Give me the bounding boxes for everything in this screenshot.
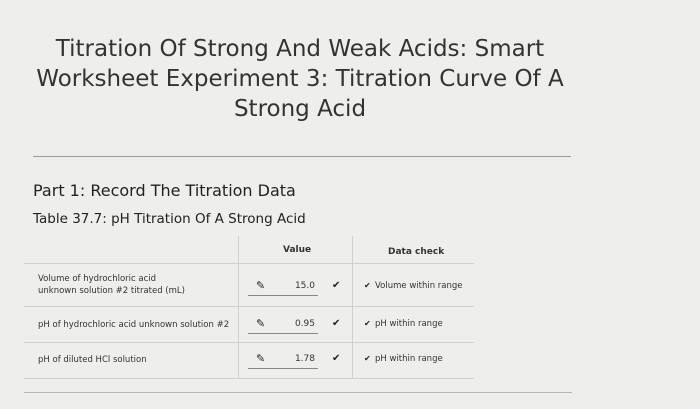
divider: [24, 392, 572, 393]
row-label: Volume of hydrochloric acid unknown solu…: [38, 274, 185, 296]
check-icon: ✔: [332, 353, 341, 364]
worksheet-title: Titration Of Strong And Weak Acids: Smar…: [36, 36, 564, 122]
value-underline: [248, 368, 318, 369]
check-icon: ✔: [332, 280, 341, 291]
data-check: Volume within range: [375, 281, 463, 291]
table-divider: [238, 236, 239, 378]
column-header: Data check: [388, 247, 445, 257]
check-icon: ✔: [364, 319, 371, 328]
value-underline: [248, 295, 318, 296]
value-field: 1.78: [294, 354, 315, 364]
table-line: [24, 263, 474, 264]
column-header: Value: [283, 245, 312, 255]
table-line: [24, 378, 474, 379]
edit-icon: ✎: [256, 279, 266, 292]
table-divider: [352, 236, 353, 378]
row-label: pH of hydrochloric acid unknown solution…: [38, 320, 230, 330]
table-caption: Table 37.7: pH Titration Of A Strong Aci…: [33, 211, 306, 227]
value-underline: [248, 333, 318, 334]
check-icon: ✔: [332, 318, 341, 329]
check-icon: ✔: [364, 281, 371, 290]
divider: [33, 156, 571, 157]
row-label: pH of diluted HCl solution: [38, 355, 147, 365]
value-field: 0.95: [294, 319, 315, 329]
data-check: pH within range: [375, 354, 443, 364]
table-line: [24, 342, 474, 343]
value-field: 15.0: [294, 281, 315, 291]
edit-icon: ✎: [256, 317, 266, 330]
check-icon: ✔: [364, 354, 371, 363]
data-check: pH within range: [375, 319, 443, 329]
section-heading: Part 1: Record The Titration Data: [33, 181, 296, 200]
table-line: [24, 306, 474, 307]
edit-icon: ✎: [256, 352, 266, 365]
